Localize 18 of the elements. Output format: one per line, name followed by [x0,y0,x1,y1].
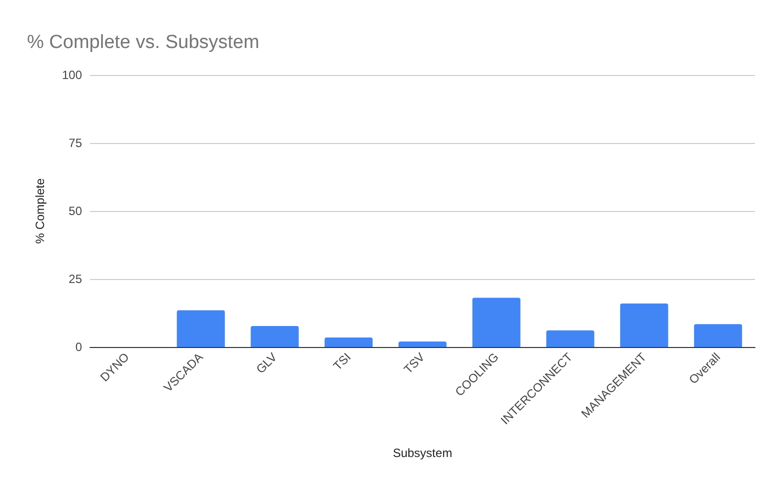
y-tick-label: 100 [62,68,82,82]
x-tick-label: TSI [330,350,354,374]
bar [250,326,299,347]
bar [546,330,594,347]
bar [324,337,373,347]
bar [472,298,520,347]
x-tick-label: TSV [401,350,428,376]
y-tick-label: 50 [68,204,82,218]
y-tick-label: 75 [68,136,82,150]
y-axis-title: % Complete [33,178,47,244]
bar [694,324,742,347]
x-axis-title: Subsystem [392,446,452,460]
y-tick-label: 0 [75,340,82,354]
y-tick-label: 25 [68,272,82,286]
bar [176,310,225,347]
bar [620,303,668,347]
chart-title: % Complete vs. Subsystem [27,32,260,53]
bar [398,342,447,347]
